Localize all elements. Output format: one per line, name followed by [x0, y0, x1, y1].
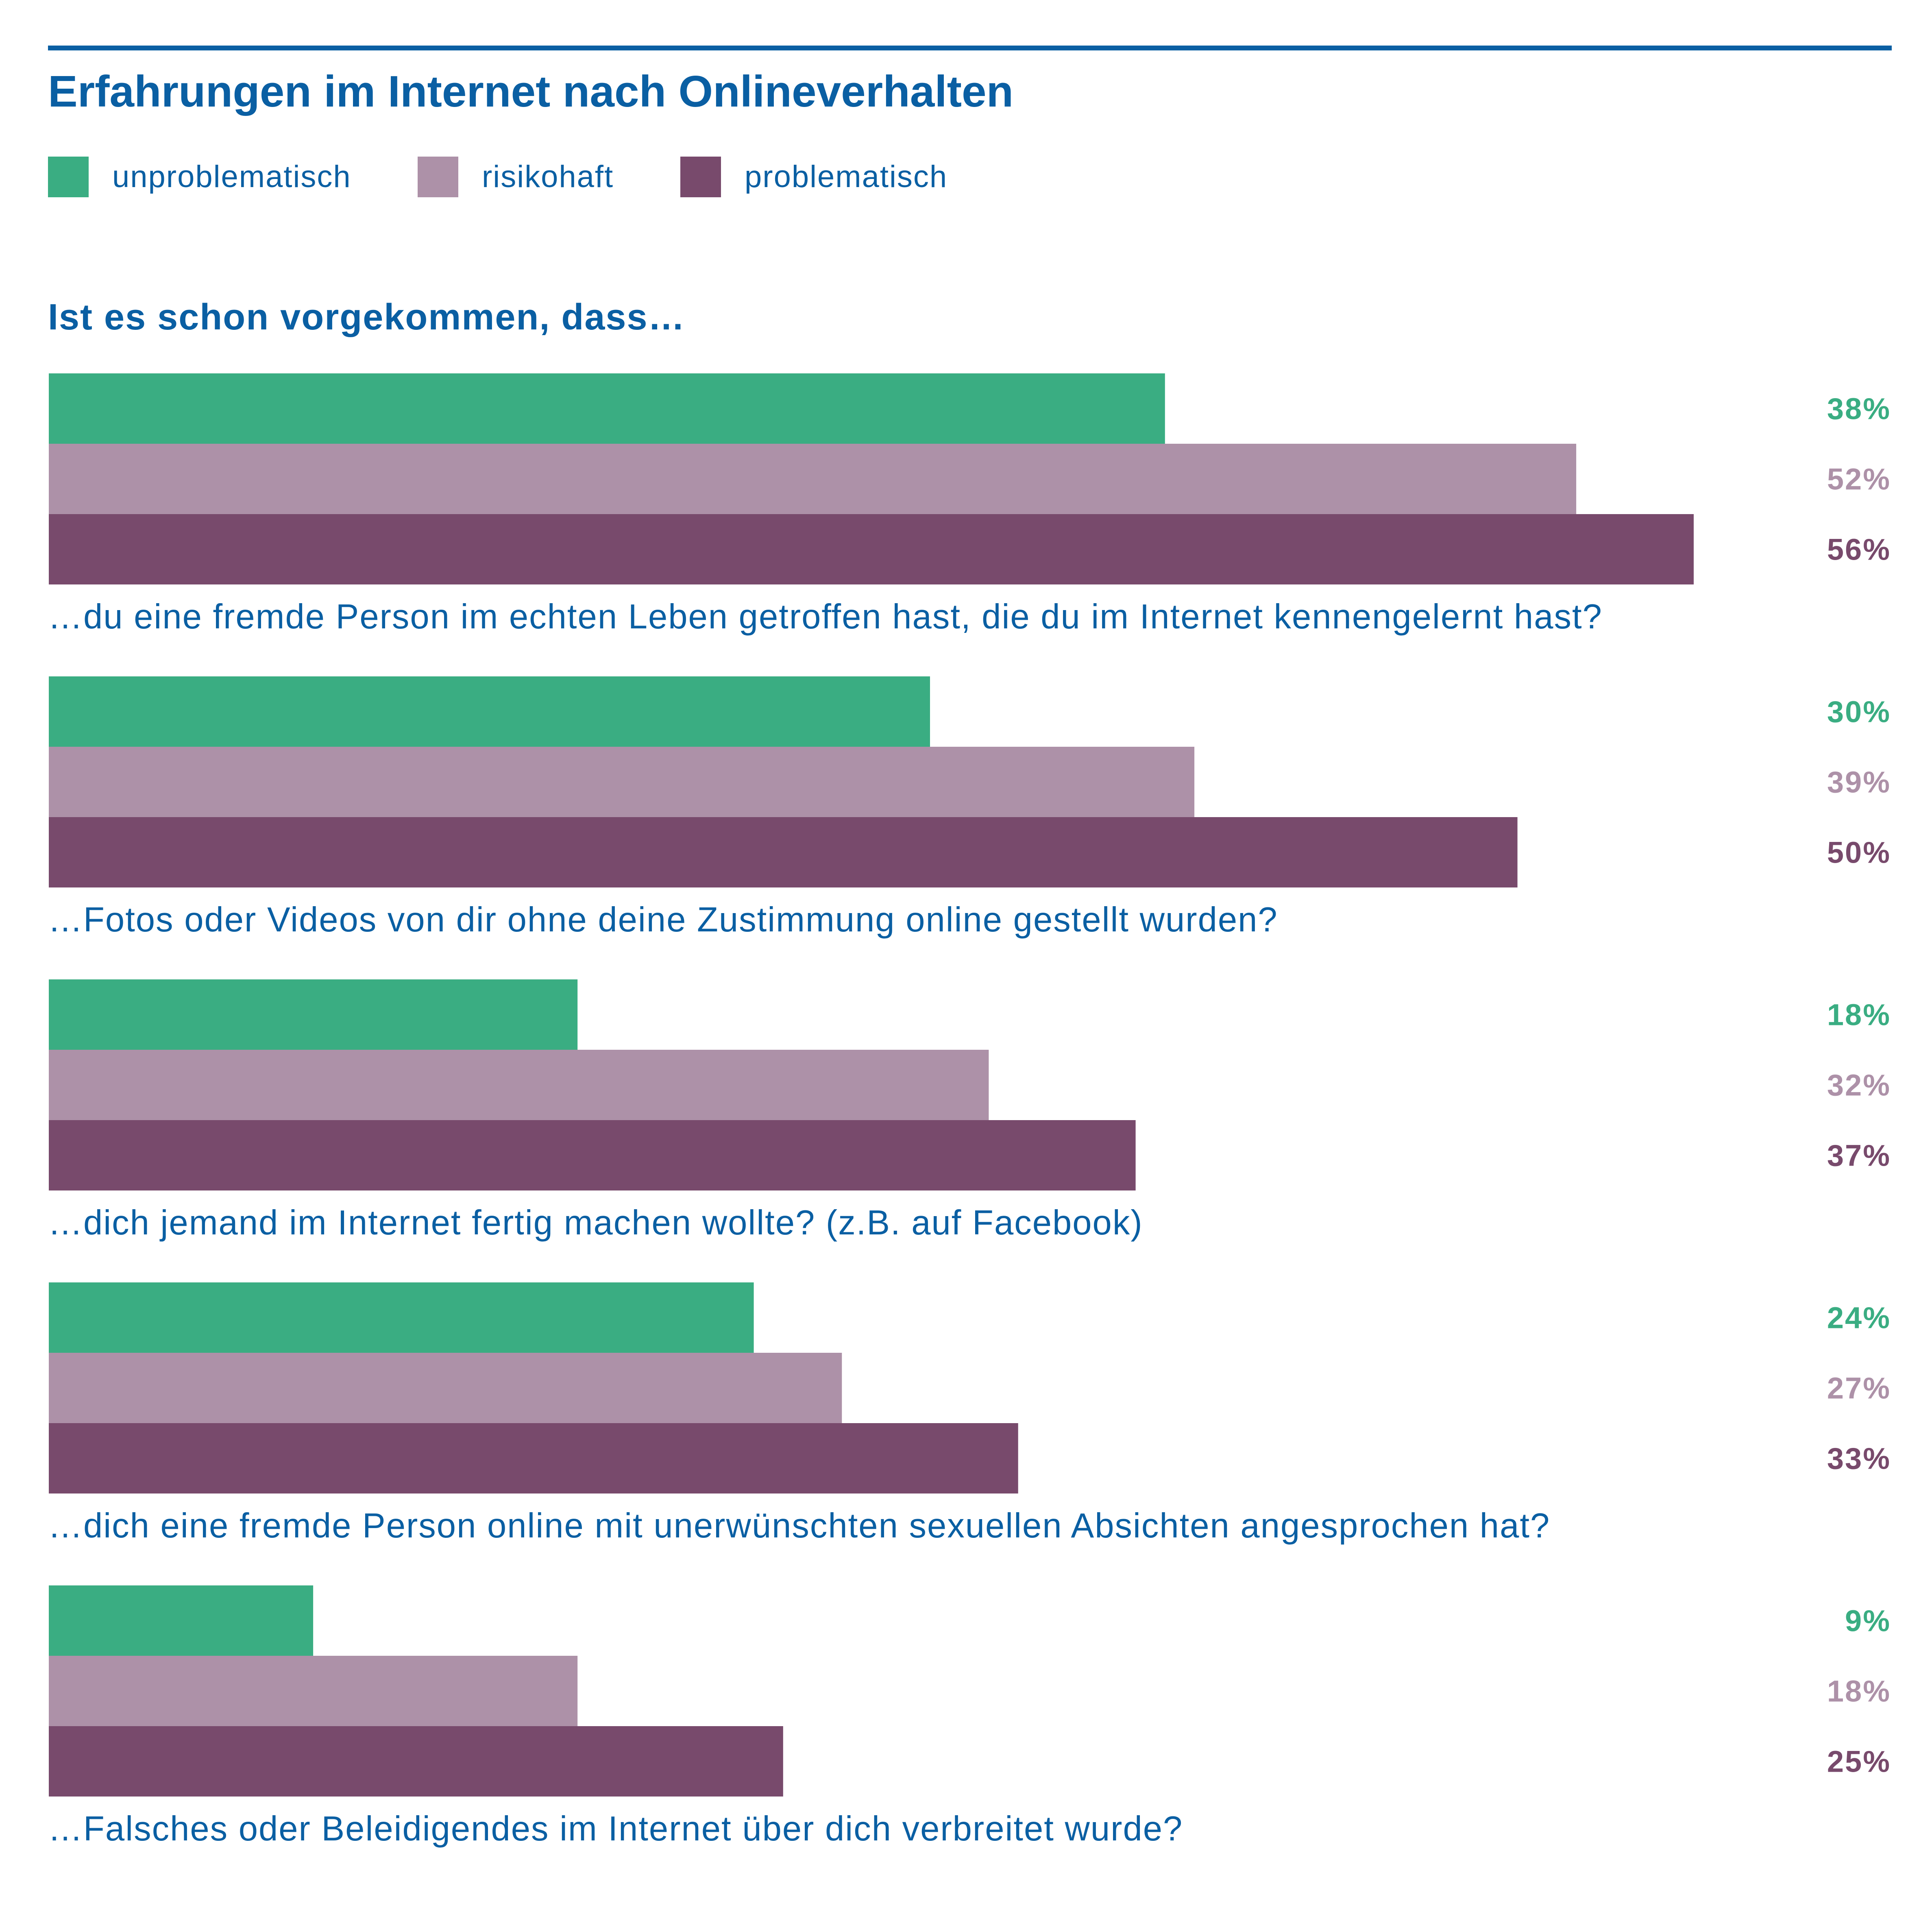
- bar-risikohaft-3: [49, 1050, 989, 1120]
- value-label-unproblematisch-2: 30%: [1827, 695, 1891, 729]
- bar-problematisch-3: [49, 1120, 1136, 1190]
- bar-risikohaft-2: [49, 747, 1195, 817]
- legend-swatch-problematisch: [680, 157, 721, 197]
- value-label-risikohaft-1: 52%: [1827, 462, 1891, 496]
- bar-unproblematisch-2: [49, 676, 930, 747]
- legend-swatch-risikohaft: [418, 157, 458, 197]
- category-label-3: …dich jemand im Internet fertig machen w…: [48, 1204, 1143, 1242]
- value-label-problematisch-5: 25%: [1827, 1745, 1891, 1779]
- value-label-unproblematisch-1: 38%: [1827, 392, 1891, 426]
- bar-unproblematisch-5: [49, 1585, 314, 1656]
- value-label-problematisch-2: 50%: [1827, 836, 1891, 870]
- legend-swatch-unproblematisch: [48, 157, 89, 197]
- bar-problematisch-4: [49, 1423, 1018, 1493]
- value-label-unproblematisch-3: 18%: [1827, 998, 1891, 1032]
- chart-subtitle: Ist es schon vorgekommen, dass…: [48, 297, 686, 338]
- value-label-unproblematisch-5: 9%: [1845, 1604, 1891, 1638]
- category-label-2: …Fotos oder Videos von dir ohne deine Zu…: [48, 900, 1278, 939]
- value-label-risikohaft-4: 27%: [1827, 1371, 1891, 1405]
- value-label-problematisch-3: 37%: [1827, 1139, 1891, 1173]
- bar-unproblematisch-3: [49, 979, 578, 1050]
- bar-risikohaft-1: [49, 444, 1577, 514]
- legend-label-unproblematisch: unproblematisch: [112, 159, 351, 194]
- bar-risikohaft-4: [49, 1353, 842, 1423]
- value-label-problematisch-1: 56%: [1827, 533, 1891, 567]
- value-label-problematisch-4: 33%: [1827, 1442, 1891, 1476]
- bar-unproblematisch-4: [49, 1282, 754, 1353]
- top-rule: [48, 46, 1892, 50]
- value-label-risikohaft-5: 18%: [1827, 1674, 1891, 1708]
- category-label-1: …du eine fremde Person im echten Leben g…: [48, 597, 1603, 636]
- value-label-risikohaft-3: 32%: [1827, 1068, 1891, 1102]
- legend-label-risikohaft: risikohaft: [482, 159, 614, 194]
- category-label-5: …Falsches oder Beleidigendes im Internet…: [48, 1810, 1183, 1848]
- value-label-risikohaft-2: 39%: [1827, 765, 1891, 799]
- bar-problematisch-5: [49, 1726, 783, 1797]
- legend-label-problematisch: problematisch: [745, 159, 948, 194]
- bar-risikohaft-5: [49, 1656, 578, 1726]
- chart-title: Erfahrungen im Internet nach Onlineverha…: [48, 67, 1014, 116]
- value-label-unproblematisch-4: 24%: [1827, 1301, 1891, 1335]
- bar-unproblematisch-1: [49, 373, 1165, 444]
- bar-problematisch-1: [49, 514, 1694, 584]
- category-label-4: …dich eine fremde Person online mit uner…: [48, 1507, 1550, 1545]
- bar-problematisch-2: [49, 817, 1518, 887]
